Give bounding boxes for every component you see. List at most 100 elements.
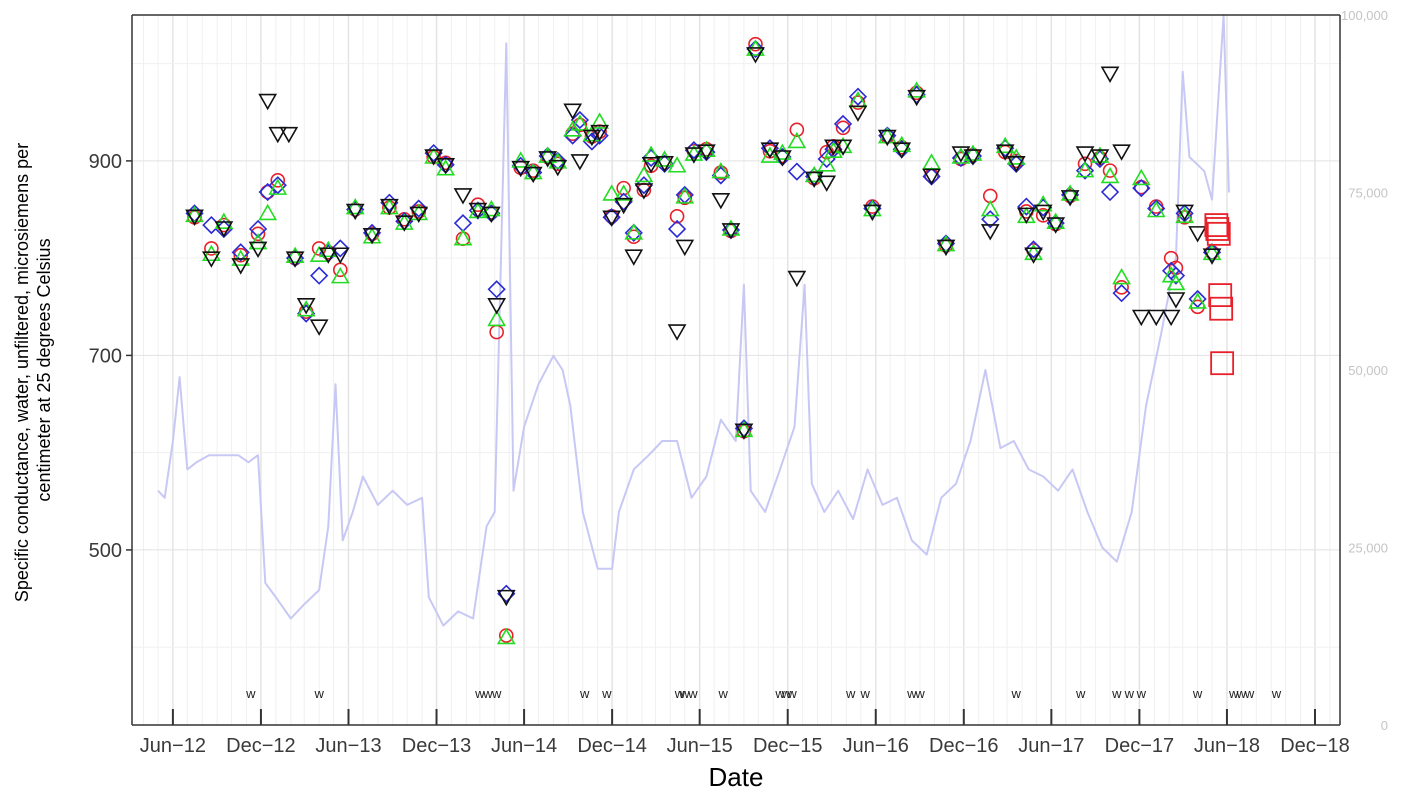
triangle-up-data-point [214, 212, 234, 229]
triangle-up-data-point [590, 112, 609, 129]
x-tick-label: Dec−16 [929, 735, 999, 757]
circle-data-point [489, 324, 504, 340]
y-axis-title-line-2: centimeter at 25 degrees Celsius [34, 238, 54, 501]
triangle-up-data-point [863, 199, 882, 217]
triangle-up-data-point [1146, 200, 1166, 218]
w-label: w [679, 686, 690, 701]
w-labels-layer: w w ww w w w www w www w w ww w w w w w w www w [245, 686, 1282, 701]
w-label: w [906, 686, 917, 701]
triangle-down-data-point [468, 202, 488, 220]
triangle-down-data-point [1202, 248, 1222, 265]
triangle-down-data-point [362, 228, 382, 245]
triangle-up-data-point [634, 165, 654, 183]
x-tick-label: Jun−14 [491, 735, 557, 757]
w-label: w [482, 686, 493, 701]
diamond-data-point [1112, 284, 1131, 303]
triangle-up-data-point [675, 187, 695, 204]
triangle-up-data-point [563, 120, 583, 137]
triangle-down-data-point [746, 47, 765, 64]
w-label: w [845, 686, 856, 701]
triangle-down-data-point [995, 144, 1015, 161]
triangle-up-data-point [296, 300, 316, 317]
triangle-down-data-point [922, 168, 941, 186]
triangle-up-data-point [667, 156, 687, 173]
triangle-down-data-point [409, 206, 429, 224]
diamond-data-point [362, 223, 382, 242]
diamond-data-point [787, 162, 806, 181]
triangle-down-data-point [380, 198, 399, 216]
triangle-up-data-point [787, 131, 807, 149]
triangle-down-data-point [453, 188, 473, 205]
triangle-up-data-point [436, 159, 456, 176]
w-label: w [579, 686, 590, 701]
circle-data-point [233, 247, 249, 263]
w-label: w [491, 686, 502, 701]
triangle-up-data-point [453, 229, 473, 246]
highlight-box-data-point [1210, 351, 1235, 376]
diamond-data-point [1075, 161, 1095, 180]
triangle-down-data-point [1060, 190, 1080, 207]
triangle-up-data-point [1188, 292, 1207, 309]
triangle-down-data-point [1075, 146, 1095, 163]
x-tick-label: Jun−18 [1194, 735, 1260, 757]
triangle-up-data-point [907, 81, 927, 98]
triangle-down-data-point [394, 215, 414, 232]
diamond-data-point [231, 243, 250, 262]
diamond-data-point [1060, 185, 1080, 205]
triangle-up-data-point [1161, 266, 1181, 283]
x-tick-label: Jun−13 [315, 735, 381, 757]
triangle-up-data-point [481, 199, 501, 217]
x-tick-label: Jun−17 [1018, 735, 1084, 757]
circle-data-point [835, 120, 851, 136]
triangle-up-data-point [268, 178, 288, 195]
y-tick-label: 700 [89, 345, 122, 367]
w-label: w [786, 686, 797, 701]
w-label: w [914, 686, 925, 701]
triangle-down-data-point [214, 221, 234, 238]
circle-data-point [677, 190, 693, 206]
w-label: w [313, 686, 324, 701]
w-label: w [1111, 686, 1122, 701]
triangle-down-data-point [787, 270, 807, 288]
triangle-down-data-point [296, 298, 316, 315]
triangle-down-data-point [1175, 204, 1194, 222]
circle-data-point [1077, 156, 1093, 172]
triangle-down-data-point [833, 139, 853, 156]
diamond-data-point [848, 87, 868, 106]
circle-data-point [204, 241, 219, 256]
triangle-down-data-point [345, 203, 365, 221]
triangle-up-data-point [1024, 243, 1043, 261]
triangle-up-data-point [409, 203, 429, 221]
diamond-data-point [981, 210, 1000, 229]
triangle-up-data-point [231, 249, 251, 266]
diamond-data-point [310, 266, 329, 285]
triangle-down-data-point [721, 223, 741, 240]
w-label: w [1136, 686, 1147, 701]
triangle-up-data-point [330, 267, 350, 284]
triangle-down-data-point [309, 319, 329, 336]
triangle-up-data-point [641, 145, 661, 162]
triangle-up-data-point [511, 151, 531, 168]
x-tick-label: Jun−12 [140, 735, 206, 757]
grid-layer [132, 15, 1340, 725]
triangle-up-data-point [773, 143, 792, 160]
triangle-down-data-point [496, 589, 516, 607]
streamflow-layer [157, 14, 1230, 627]
highlight-box-data-point [1205, 217, 1230, 241]
circle-data-point [748, 36, 763, 52]
triangle-down-data-point [185, 209, 204, 226]
y-axis-title: Specific conductance, water, unfiltered,… [12, 138, 54, 602]
w-label: w [245, 686, 256, 701]
triangle-down-data-point [1016, 207, 1036, 224]
triangle-down-data-point [1100, 66, 1120, 83]
triangle-up-data-point [602, 184, 622, 201]
triangle-down-data-point [582, 129, 602, 147]
triangle-down-data-point [951, 146, 971, 163]
diamond-data-point [634, 176, 654, 195]
triangle-down-data-point [684, 147, 704, 164]
triangle-down-data-point [980, 224, 1000, 241]
diamond-data-point [570, 110, 590, 130]
triangle-down-data-point [1006, 156, 1026, 173]
